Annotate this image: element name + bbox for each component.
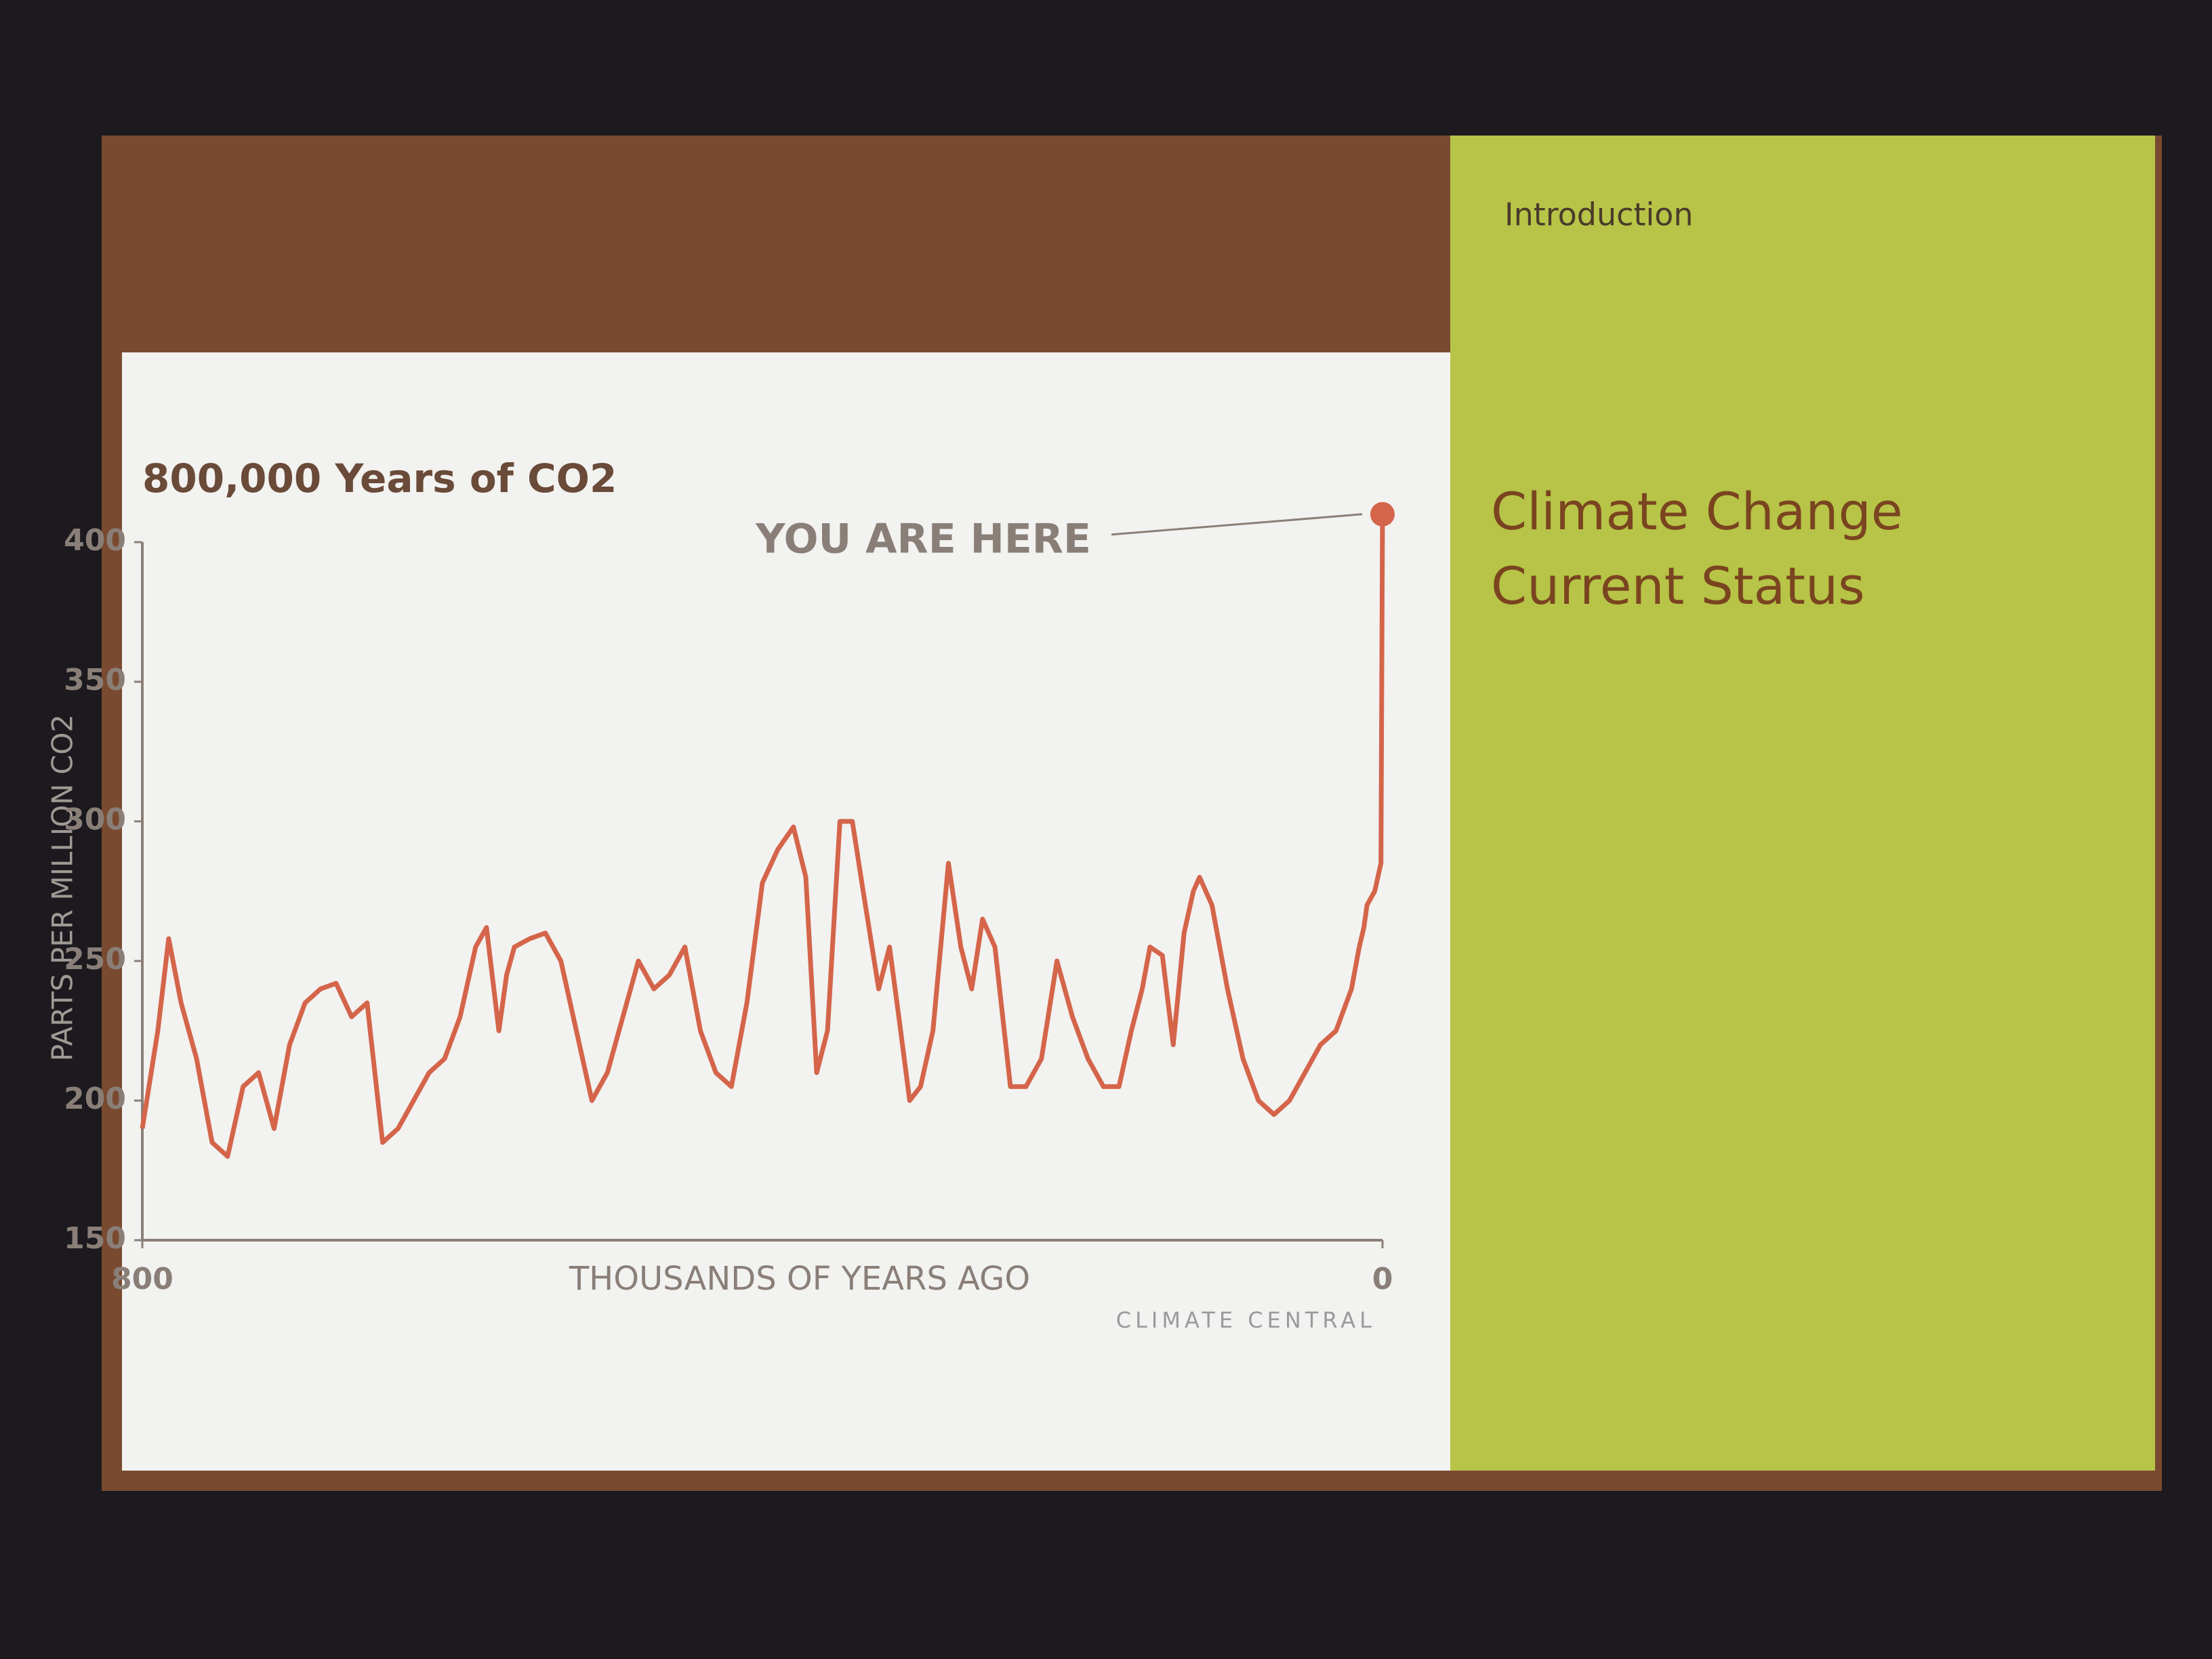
y-tick-label: 200 (64, 1082, 126, 1116)
plot: 150 200 250 300 350 400 800 0 YOU ARE HERE (64, 501, 1395, 1296)
co2-line (140, 514, 1385, 1159)
y-tick-label: 150 (64, 1221, 126, 1256)
y-tick-label: 350 (64, 663, 126, 697)
y-axis-label: PARTS PER MILLION CO2 (46, 714, 79, 1061)
chart-panel (122, 352, 1450, 1471)
heading: Climate Change (1491, 481, 1903, 541)
nav-item: Introduction (1504, 197, 1694, 233)
source-logo: CLIMATE CENTRAL (1116, 1307, 1376, 1333)
y-tick-label: 300 (64, 802, 126, 837)
you-are-here-dot (1370, 501, 1395, 527)
heading: Current Status (1491, 556, 1865, 616)
chart-title: 800,000 Years of CO2 (142, 455, 617, 501)
annotation-leader (1111, 513, 1363, 536)
y-tick-label: 400 (64, 523, 126, 558)
x-tick-label: 800 (111, 1262, 173, 1296)
x-tick-label: 0 (1372, 1262, 1393, 1296)
annotation: YOU ARE HERE (755, 515, 1091, 562)
sidebar-panel (1450, 136, 2155, 1471)
x-axis-label: THOUSANDS OF YEARS AGO (569, 1260, 1030, 1298)
y-tick-label: 250 (64, 942, 126, 977)
